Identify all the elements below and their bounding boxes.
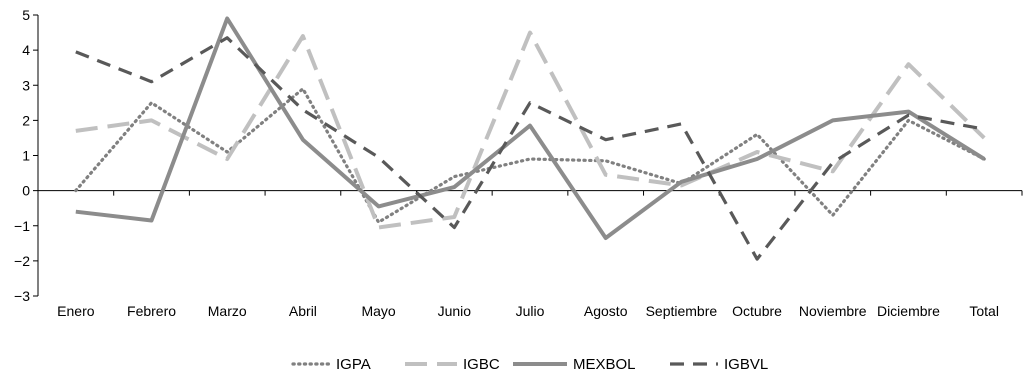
- y-tick-label: 1: [22, 148, 30, 164]
- x-category-label: Septiembre: [646, 303, 718, 319]
- x-category-label: Noviembre: [799, 303, 867, 319]
- x-category-label: Enero: [57, 303, 95, 319]
- x-category-label: Julio: [516, 303, 545, 319]
- y-tick-label: −3: [14, 288, 30, 304]
- x-category-label: Abril: [289, 303, 317, 319]
- y-tick-label: −2: [14, 253, 30, 269]
- series-line-igbc: [75, 30, 986, 230]
- x-category-label: Mayo: [361, 303, 395, 319]
- y-tick-label: 0: [22, 183, 30, 199]
- series-layer: [74, 16, 986, 261]
- x-category-label: Total: [969, 303, 999, 319]
- y-tick-label: 2: [22, 112, 30, 128]
- legend-label-igpa: IGPA: [336, 356, 371, 373]
- series-line-igpa: [74, 87, 986, 224]
- x-axis: Enero Febrero Marzo Abril Mayo Junio Julio Agos…: [37, 190, 1023, 319]
- x-category-label: Diciembre: [877, 303, 940, 319]
- legend-label-igbc: IGBC: [463, 356, 500, 373]
- x-category-label: Febrero: [127, 303, 176, 319]
- y-tick-label: 5: [22, 7, 30, 23]
- y-tick-label: 4: [22, 42, 30, 58]
- legend: IGPA IGBC MEXBOL IGBVL: [291, 356, 768, 373]
- y-tick-label: −1: [14, 218, 30, 234]
- x-category-label: Junio: [438, 303, 472, 319]
- x-category-label: Marzo: [208, 303, 247, 319]
- legend-label-igbvl: IGBVL: [724, 356, 768, 373]
- legend-label-mexbol: MEXBOL: [573, 356, 636, 373]
- x-category-label: Agosto: [584, 303, 628, 319]
- series-line-mexbol: [75, 16, 986, 240]
- x-category-label: Octubre: [732, 303, 782, 319]
- y-axis: 5 4 3 2 1 0 −1 −2 −3: [14, 7, 39, 304]
- series-line-igbvl: [75, 36, 985, 261]
- y-tick-label: 3: [22, 77, 30, 93]
